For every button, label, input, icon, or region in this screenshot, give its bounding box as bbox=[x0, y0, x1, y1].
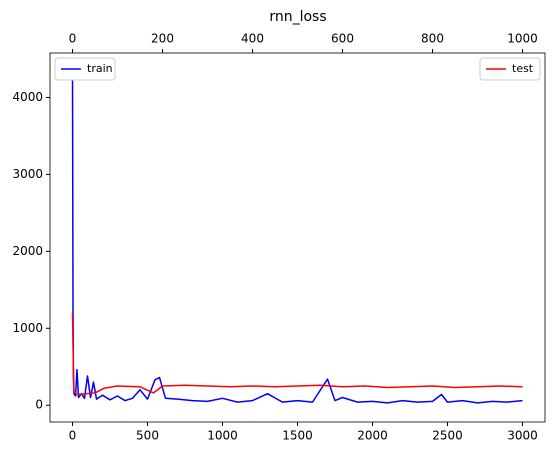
x2-tick-label: 800 bbox=[421, 32, 444, 46]
y-tick-label: 3000 bbox=[12, 167, 43, 181]
series-line bbox=[71, 312, 523, 396]
chart-title: rnn_loss bbox=[269, 9, 326, 25]
legend-label: train bbox=[87, 62, 113, 75]
x2-tick-label: 0 bbox=[69, 32, 77, 46]
series-line bbox=[71, 69, 523, 404]
legend-label: test bbox=[512, 62, 534, 75]
x-tick-label: 2500 bbox=[432, 429, 463, 443]
legend: test bbox=[479, 57, 541, 81]
y-tick-label: 4000 bbox=[12, 90, 43, 104]
x-tick-label: 1500 bbox=[282, 429, 313, 443]
x2-tick-label: 1000 bbox=[507, 32, 538, 46]
x2-tick-label: 600 bbox=[331, 32, 354, 46]
y-tick-label: 1000 bbox=[12, 321, 43, 335]
x2-tick-label: 400 bbox=[241, 32, 264, 46]
legend: train bbox=[54, 57, 116, 81]
axes-frame bbox=[49, 52, 546, 423]
x-tick-label: 500 bbox=[136, 429, 159, 443]
y-tick-label: 2000 bbox=[12, 244, 43, 258]
x-tick-label: 2000 bbox=[357, 429, 388, 443]
plot-area bbox=[50, 53, 545, 422]
y-tick-label: 0 bbox=[35, 398, 43, 412]
legend-box bbox=[479, 57, 541, 81]
legend-box bbox=[54, 57, 116, 81]
x-tick-label: 0 bbox=[69, 429, 77, 443]
x-tick-label: 1000 bbox=[207, 429, 238, 443]
x2-tick-label: 200 bbox=[151, 32, 174, 46]
x-tick-label: 3000 bbox=[507, 429, 538, 443]
